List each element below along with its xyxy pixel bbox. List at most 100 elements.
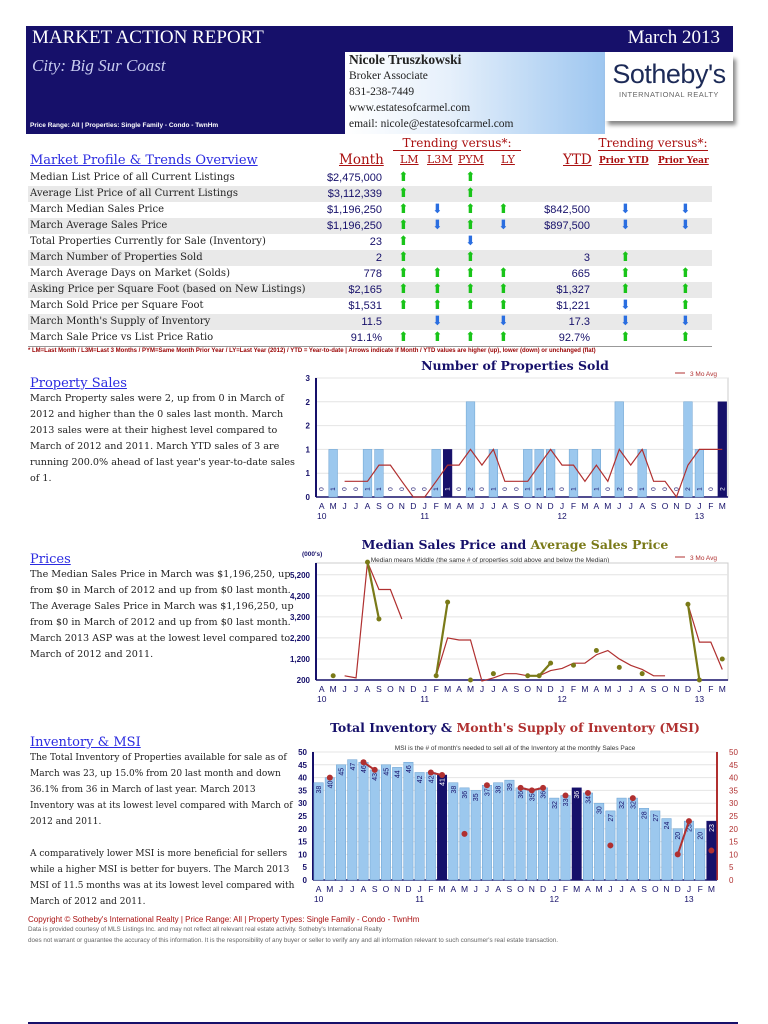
inventory-heading[interactable]: Inventory & MSI <box>30 735 141 750</box>
sales-heading[interactable]: Property Sales <box>30 376 127 391</box>
x-tick-label: J <box>560 501 564 511</box>
row-label: March Median Sales Price <box>30 204 165 215</box>
ytd-value: 665 <box>571 268 590 280</box>
x-tick-label: J <box>423 501 427 511</box>
x-tick-label: D <box>548 501 554 511</box>
x-tick-label: S <box>651 501 657 511</box>
overview-title[interactable]: Market Profile & Trends Overview <box>30 153 258 168</box>
bar-value-label: 1 <box>548 487 555 491</box>
bar-value-label: 44 <box>395 770 402 778</box>
bar-value-label: 37 <box>484 788 491 796</box>
bar-value-label: 39 <box>507 783 514 791</box>
x-tick-label: F <box>563 884 568 894</box>
bar-value-label: 45 <box>339 768 346 776</box>
title-average: Average Sales Price <box>530 537 669 552</box>
title-join: and <box>496 537 531 552</box>
x-tick-label: D <box>540 884 546 894</box>
inventory-bar <box>582 792 593 881</box>
sales-section: Property Sales March Property sales were… <box>30 376 300 487</box>
x-tick-label: J <box>485 884 489 894</box>
month-value: $1,196,250 <box>326 220 382 232</box>
arrow-down-icon: ⬇ <box>620 218 631 233</box>
inventory-bar <box>403 761 414 881</box>
x-tick-label: A <box>585 884 591 894</box>
inventory-bar <box>481 785 492 881</box>
table-row: Total Properties Currently for Sale (Inv… <box>28 234 712 250</box>
y-tick-label: 1,200 <box>290 655 311 664</box>
y-tick-label: 15 <box>298 838 307 847</box>
msi-line <box>676 820 690 855</box>
x-tick-label: F <box>434 684 439 694</box>
y-tick-label: 40 <box>298 774 307 783</box>
msi-point <box>708 847 715 854</box>
bar-value-label: 1 <box>490 487 497 491</box>
arrow-down-icon: ⬇ <box>465 234 476 249</box>
bar-value-label: 24 <box>664 821 671 829</box>
month-value: 11.5 <box>361 316 382 328</box>
agent-email[interactable]: email: nicole@estatesofcarmel.com <box>349 118 514 130</box>
x-tick-label: A <box>502 684 508 694</box>
x-tick-label: O <box>524 684 531 694</box>
x-tick-label: O <box>662 684 669 694</box>
y2-tick-label: 25 <box>729 812 738 821</box>
inventory-bar <box>594 802 605 881</box>
report-date: March 2013 <box>627 27 720 48</box>
plot-area <box>315 377 729 498</box>
average-price-line <box>435 601 449 676</box>
x-tick-label: J <box>423 684 427 694</box>
x-tick-label: O <box>517 884 524 894</box>
y-tick-label: 2,200 <box>290 634 311 643</box>
prices-heading[interactable]: Prices <box>30 552 71 567</box>
agent-website[interactable]: www.estatesofcarmel.com <box>349 102 471 114</box>
inventory-bar <box>470 790 481 881</box>
table-row: Average List Price of all Current Listin… <box>28 186 712 202</box>
inventory-bar <box>639 808 650 881</box>
x-tick-label: M <box>444 501 451 511</box>
avg3-line <box>687 604 723 670</box>
month-value: 91.1% <box>350 332 382 344</box>
arrow-up-icon: ⬆ <box>432 266 443 281</box>
city-name: City: Big Sur Coast <box>32 56 166 75</box>
inventory-text-2: A comparatively lower MSI is more benefi… <box>30 849 295 907</box>
bar-value-label: 0 <box>628 487 635 491</box>
x-tick-label: J <box>350 884 354 894</box>
report-title: MARKET ACTION REPORT <box>32 27 264 48</box>
arrow-down-icon: ⬇ <box>680 202 691 217</box>
arrow-up-icon: ⬆ <box>398 298 409 313</box>
arrow-up-icon: ⬆ <box>498 330 509 345</box>
x-tick-label: A <box>361 884 367 894</box>
bar-value-label: 45 <box>383 768 390 776</box>
x-tick-label: M <box>467 501 474 511</box>
month-value: $2,165 <box>348 284 382 296</box>
bar-value-label: 32 <box>630 801 637 809</box>
bar-value-label: 0 <box>399 487 406 491</box>
arrow-up-icon: ⬆ <box>620 330 631 345</box>
average-price-point <box>548 660 554 666</box>
bar-value-label: 28 <box>642 811 649 819</box>
x-tick-label: M <box>467 684 474 694</box>
x-tick-label: J <box>480 684 484 694</box>
average-price-point <box>490 671 496 677</box>
arrow-down-icon: ⬇ <box>680 218 691 233</box>
arrow-up-icon: ⬆ <box>620 266 631 281</box>
arrow-up-icon: ⬆ <box>680 282 691 297</box>
bar-value-label: 23 <box>709 824 716 832</box>
ytd-value: $897,500 <box>544 220 590 232</box>
msi-point <box>360 759 367 766</box>
bar <box>362 449 373 498</box>
bar <box>443 449 453 498</box>
col-prior-year: Prior Year <box>658 156 709 166</box>
bar-value-label: 32 <box>619 801 626 809</box>
col-ly: LY <box>501 153 515 166</box>
y2-tick-label: 15 <box>729 838 738 847</box>
bar-value-label: 41 <box>440 778 447 786</box>
sales-price-chart: Median Sales Price and Average Sales Pri… <box>290 537 729 704</box>
agent-contact: Nicole Truszkowski Broker Associate 831-… <box>345 52 605 134</box>
bar <box>523 449 533 498</box>
arrow-up-icon: ⬆ <box>680 266 691 281</box>
inventory-bar <box>336 764 347 881</box>
y-tick-label: 1 <box>306 445 311 454</box>
y-tick-label: 10 <box>298 850 307 859</box>
x-tick-label: N <box>399 684 405 694</box>
inventory-bar <box>448 782 459 881</box>
